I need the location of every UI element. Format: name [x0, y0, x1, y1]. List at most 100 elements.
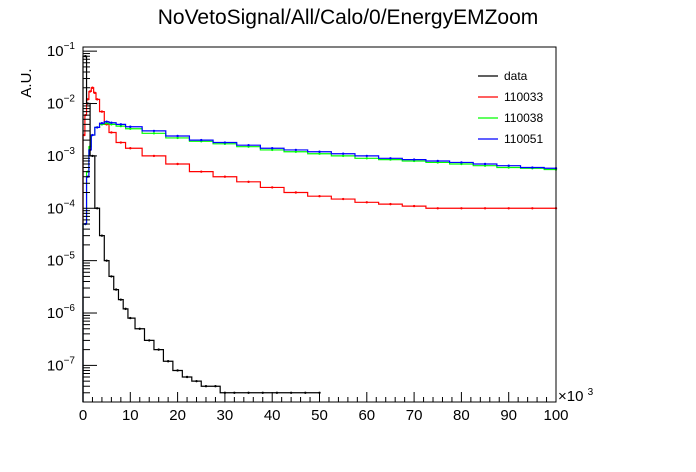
- y-tick-label-base: 10: [47, 305, 64, 322]
- series-point-110051: [95, 126, 99, 129]
- legend: data 110033 110038 110051: [478, 69, 543, 146]
- series-point-data: [261, 391, 264, 394]
- series-point-110051: [436, 159, 439, 163]
- series-point-110033: [507, 207, 510, 210]
- series-point-110033: [531, 207, 534, 210]
- series-point-110038: [110, 123, 113, 126]
- legend-label: data: [504, 69, 528, 83]
- series-point-data: [275, 391, 279, 394]
- series-point-data: [166, 360, 170, 363]
- series-point-110038: [483, 164, 487, 167]
- series-point-data: [176, 369, 179, 372]
- y-tick-label-exponent: −6: [64, 303, 76, 314]
- x-tick-label: 60: [358, 407, 375, 424]
- y-tick-label-base: 10: [47, 357, 64, 374]
- series-point-110033: [389, 202, 392, 206]
- series-point-data: [185, 375, 189, 379]
- series-point-data: [304, 391, 307, 394]
- series-point-110051: [110, 121, 113, 124]
- series-layer: [82, 55, 558, 402]
- series-point-110038: [294, 150, 298, 153]
- x-tick-label: 80: [453, 407, 470, 424]
- series-point-110051: [412, 158, 416, 161]
- series-point-data: [247, 391, 250, 394]
- x-tick-label: 90: [500, 407, 517, 424]
- series-point-110038: [129, 127, 132, 130]
- series-point-data: [214, 385, 217, 388]
- series-point-110051: [200, 138, 203, 142]
- legend-label: 110038: [504, 111, 543, 125]
- series-point-110051: [176, 134, 179, 138]
- series-point-110051: [389, 157, 392, 160]
- series-point-110038: [119, 124, 123, 128]
- series-point-110051: [129, 125, 132, 128]
- series-point-110033: [483, 207, 487, 210]
- series-point-110051: [271, 147, 274, 150]
- series-point-data: [119, 298, 123, 301]
- series-point-110033: [271, 186, 274, 189]
- y-tick-label-exponent: −3: [64, 146, 76, 157]
- series-point-110051: [294, 148, 298, 152]
- x-tick-label: 30: [217, 407, 234, 424]
- series-point-110033: [110, 131, 113, 134]
- series-point-110051: [507, 164, 510, 167]
- y-tick-label-base: 10: [47, 253, 64, 270]
- series-point-110038: [271, 148, 274, 152]
- y-tick-label: 10−1: [47, 41, 76, 60]
- y-tick-label-exponent: −1: [64, 41, 76, 52]
- y-tick-label: 10−2: [47, 94, 76, 113]
- series-point-110051: [341, 152, 345, 155]
- series-point-data: [157, 348, 160, 351]
- y-tick-label-base: 10: [47, 148, 64, 165]
- series-point-data: [100, 234, 104, 237]
- series-point-110033: [129, 147, 132, 150]
- series-point-data: [114, 288, 118, 291]
- y-tick-label: 10−3: [47, 146, 76, 165]
- legend-label: 110051: [504, 132, 543, 146]
- y-tick-label-base: 10: [47, 200, 64, 217]
- series-point-110033: [83, 133, 86, 137]
- y-tick-label: 10−6: [47, 303, 76, 322]
- series-point-data: [233, 391, 236, 394]
- series-point-110038: [152, 132, 156, 135]
- series-point-data: [148, 339, 151, 342]
- series-point-110033: [460, 207, 463, 210]
- y-tick-label-base: 10: [47, 43, 64, 60]
- series-point-110038: [176, 136, 179, 140]
- y-tick-label-exponent: −5: [64, 251, 76, 262]
- series-point-110033: [318, 194, 321, 198]
- x-tick-label: 40: [264, 407, 281, 424]
- series-point-data: [204, 385, 208, 388]
- y-tick-label-base: 10: [47, 96, 64, 113]
- x-tick-label: 50: [311, 407, 328, 424]
- series-point-110051: [247, 144, 250, 147]
- series-point-110051: [531, 166, 534, 169]
- series-point-110033: [341, 197, 345, 201]
- legend-label: 110033: [504, 90, 543, 104]
- y-tick-label: 10−4: [47, 198, 76, 217]
- series-point-data: [105, 259, 108, 262]
- series-point-110051: [318, 150, 321, 153]
- series-point-110033: [247, 180, 250, 184]
- series-point-110051: [483, 162, 487, 166]
- series-point-110033: [93, 91, 97, 95]
- x-tick-label: 100: [543, 407, 568, 424]
- series-point-110038: [507, 166, 510, 169]
- series-point-110033: [412, 204, 416, 208]
- x-axis-multiplier-exponent: 3: [588, 387, 594, 398]
- series-point-110033: [119, 141, 123, 144]
- series-point-data: [110, 275, 113, 278]
- series-point-data: [138, 327, 141, 330]
- series-point-110033: [436, 207, 439, 210]
- series-line-data: [82, 55, 320, 402]
- y-tick-label-exponent: −2: [64, 94, 76, 105]
- y-axis: 10−710−610−510−410−310−210−1: [47, 41, 97, 403]
- series-point-110038: [341, 154, 345, 158]
- series-point-110051: [119, 123, 123, 126]
- y-tick-label: 10−5: [47, 251, 76, 270]
- y-axis-label: A.U.: [18, 68, 35, 97]
- y-tick-label: 10−7: [47, 355, 76, 374]
- x-tick-label: 20: [169, 407, 186, 424]
- series-point-data: [289, 391, 293, 394]
